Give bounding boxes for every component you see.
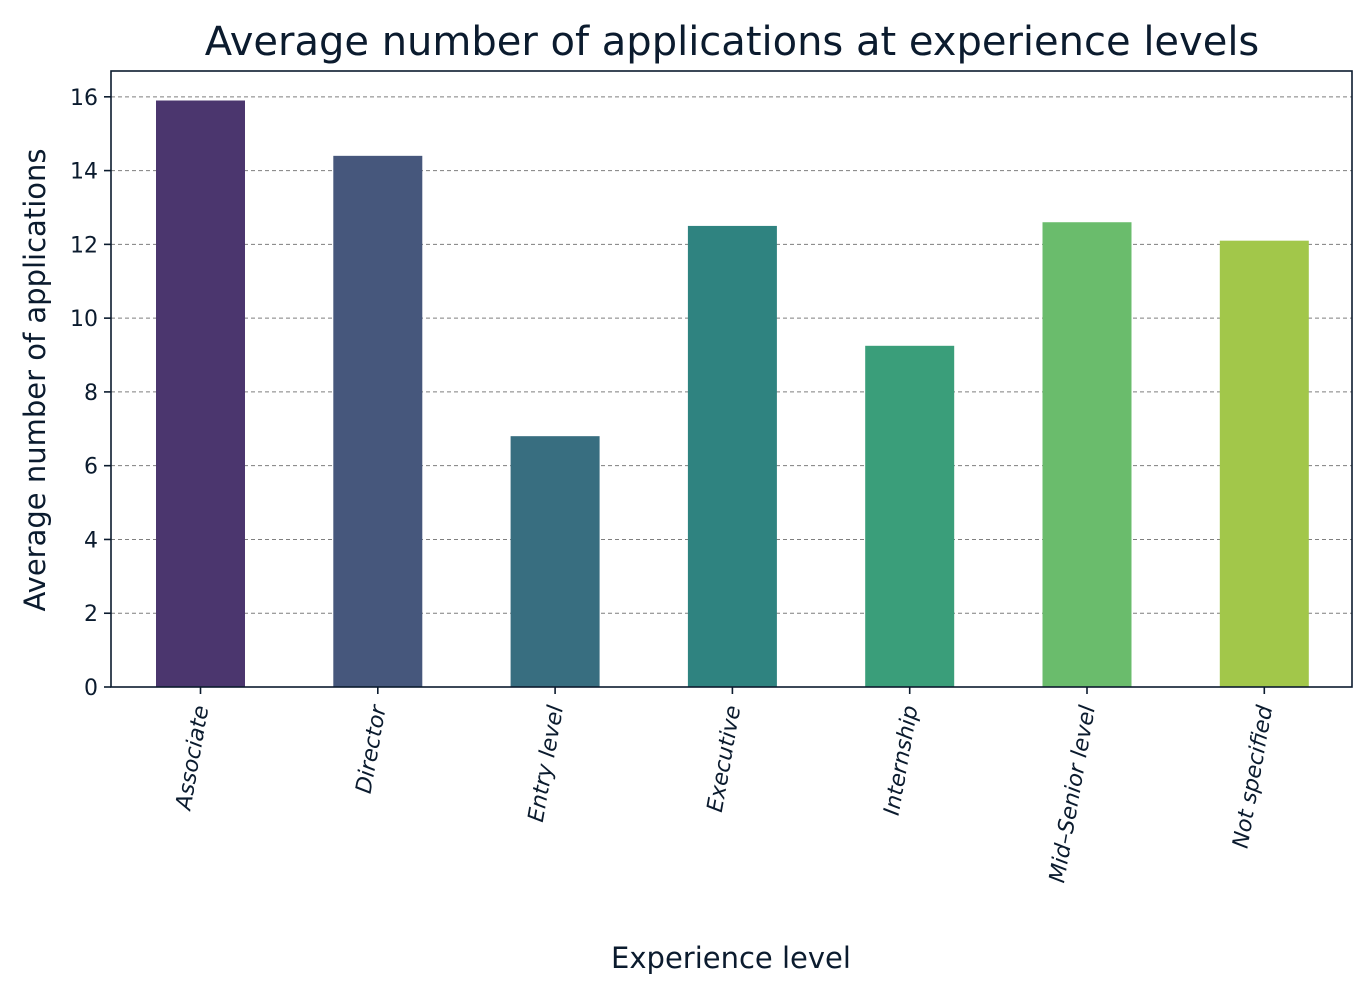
y-tick-label: 0 — [84, 676, 98, 701]
chart-title: Average number of applications at experi… — [205, 19, 1260, 65]
x-tick-label: Entry level — [524, 704, 569, 824]
x-tick-label: Not specified — [1229, 703, 1279, 851]
y-tick-label: 16 — [70, 86, 98, 111]
x-tick-label: Executive — [703, 704, 746, 815]
bars — [156, 100, 1309, 688]
x-tick-label: Associate — [171, 704, 214, 814]
y-tick-label: 12 — [70, 233, 98, 258]
y-tick-label: 4 — [84, 528, 98, 553]
y-axis-label: Average number of applications — [18, 149, 52, 612]
y-tick-label: 6 — [84, 455, 98, 480]
x-tick-label: Internship — [880, 704, 924, 818]
bar — [333, 155, 423, 687]
x-axis: Associate Director Entry level Executive Int… — [171, 687, 1278, 885]
bar — [865, 345, 955, 687]
y-tick-label: 14 — [70, 160, 98, 185]
y-tick-label: 8 — [84, 381, 98, 406]
y-axis: 0 2 4 6 8 10 12 14 16 — [70, 86, 111, 701]
plot-frame — [110, 70, 1353, 688]
y-tick-label: 2 — [84, 602, 98, 627]
bar — [1042, 222, 1132, 688]
x-tick-label: Director — [352, 702, 392, 796]
y-tick-label: 10 — [70, 307, 98, 332]
x-tick-label: Mid–Senior level — [1045, 704, 1101, 885]
gridlines — [111, 96, 1352, 614]
bar — [156, 100, 245, 688]
x-axis-label: Experience level — [611, 941, 851, 975]
bar — [1219, 240, 1309, 688]
bar — [687, 225, 777, 687]
bar — [510, 436, 600, 687]
